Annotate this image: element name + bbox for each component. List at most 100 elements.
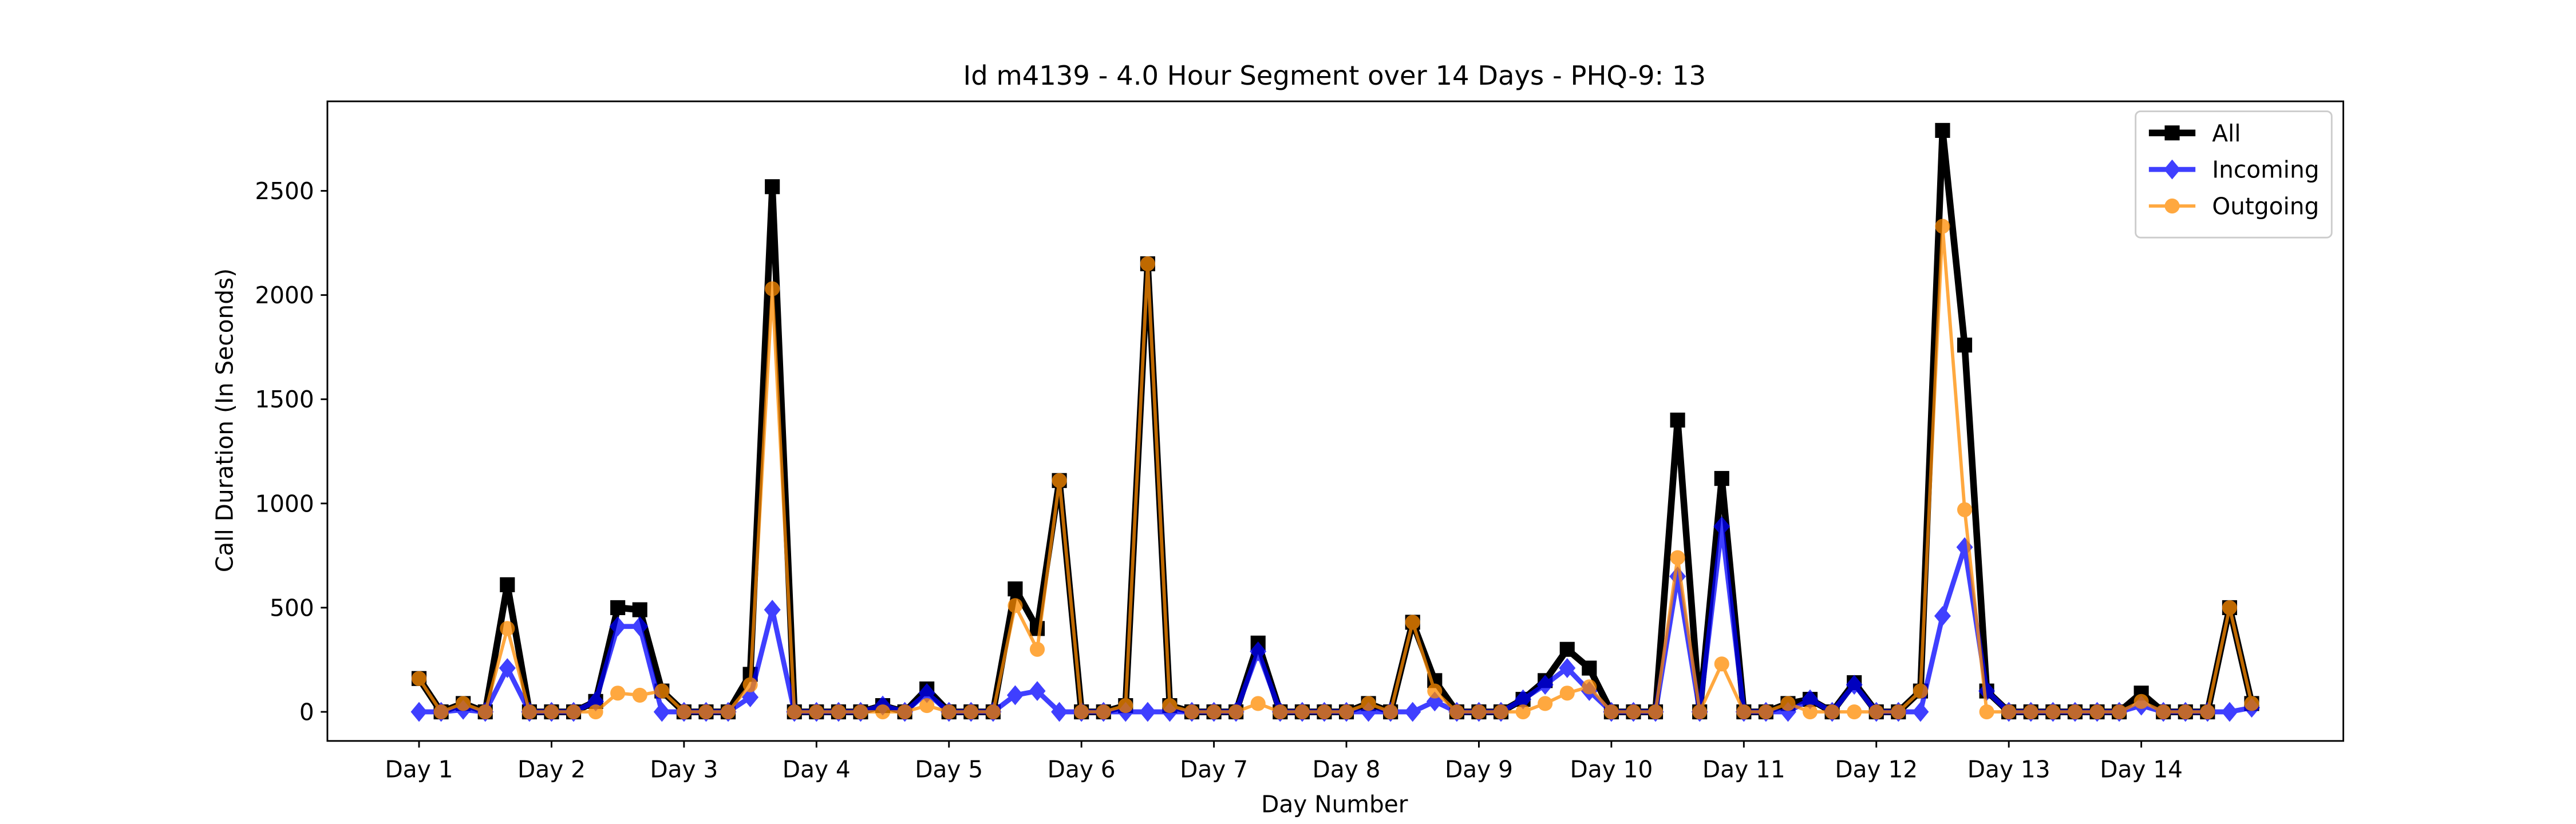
marker: [1538, 696, 1553, 711]
x-tick-label: Day 6: [1048, 756, 1116, 783]
marker: [941, 704, 957, 720]
marker: [1846, 675, 1863, 695]
marker: [1603, 704, 1619, 720]
y-tick-label: 0: [299, 699, 314, 726]
marker: [1582, 679, 1597, 695]
marker: [2134, 694, 2149, 709]
marker: [1206, 704, 1222, 720]
marker: [2244, 696, 2259, 711]
marker: [1294, 704, 1310, 720]
marker: [1008, 598, 1023, 613]
marker: [654, 683, 670, 699]
marker: [610, 600, 626, 615]
x-tick-label: Day 14: [2100, 756, 2183, 783]
marker: [918, 683, 935, 703]
marker: [1912, 702, 1929, 722]
marker: [411, 671, 427, 686]
marker: [1118, 698, 1133, 714]
marker: [2222, 600, 2237, 615]
marker: [632, 687, 647, 703]
marker: [1338, 704, 1354, 720]
marker: [2045, 704, 2061, 720]
marker: [765, 179, 780, 195]
marker: [1273, 704, 1288, 720]
marker: [1140, 256, 1155, 272]
x-tick-label: Day 1: [385, 756, 453, 783]
marker: [1714, 656, 1729, 672]
marker: [2023, 704, 2038, 720]
marker: [500, 621, 515, 636]
marker: [1559, 686, 1575, 701]
marker: [2156, 704, 2171, 720]
y-tick-label: 2500: [255, 177, 314, 205]
marker: [1029, 621, 1045, 636]
marker: [632, 602, 647, 617]
marker: [499, 658, 516, 678]
marker: [764, 600, 781, 620]
x-tick-label: Day 5: [915, 756, 983, 783]
x-tick-label: Day 7: [1180, 756, 1248, 783]
x-tick-label: Day 12: [1835, 756, 1918, 783]
marker: [875, 704, 891, 720]
marker: [2164, 198, 2180, 214]
marker: [963, 704, 979, 720]
legend-label: All: [2212, 120, 2241, 147]
marker: [1934, 606, 1951, 626]
marker: [1250, 641, 1267, 661]
x-tick-label: Day 3: [650, 756, 718, 783]
x-tick-label: Day 8: [1313, 756, 1381, 783]
marker: [588, 704, 603, 720]
marker: [853, 704, 868, 720]
marker: [653, 702, 670, 722]
marker: [1957, 337, 1973, 353]
marker: [410, 702, 428, 722]
marker: [2200, 704, 2215, 720]
marker: [985, 704, 1001, 720]
marker: [1317, 704, 1332, 720]
y-tick-label: 2000: [255, 282, 314, 309]
marker: [1847, 704, 1862, 720]
x-tick-label: Day 4: [783, 756, 851, 783]
marker: [1383, 704, 1398, 720]
y-tick-label: 1000: [255, 490, 314, 517]
marker: [1250, 696, 1266, 711]
marker: [609, 616, 626, 637]
marker: [1935, 219, 1950, 234]
x-tick-label: Day 9: [1445, 756, 1513, 783]
marker: [809, 704, 824, 720]
marker: [1670, 413, 1685, 428]
marker: [1714, 471, 1729, 486]
y-tick-label: 500: [270, 594, 314, 621]
marker: [2111, 704, 2127, 720]
marker: [1626, 704, 1641, 720]
marker: [2221, 702, 2238, 722]
legend-entry: [2148, 159, 2196, 180]
marker: [1008, 581, 1023, 597]
x-tick-label: Day 13: [1967, 756, 2050, 783]
marker: [1736, 704, 1752, 720]
marker: [2089, 704, 2105, 720]
plot-frame: [326, 100, 2344, 742]
marker: [1891, 704, 1906, 720]
marker: [456, 696, 471, 711]
x-tick-label: Day 10: [1570, 756, 1653, 783]
marker: [610, 686, 626, 701]
chart-title: Id m4139 - 4.0 Hour Segment over 14 Days…: [963, 60, 1706, 91]
marker: [433, 704, 449, 720]
marker: [831, 704, 846, 720]
marker: [2164, 125, 2180, 141]
marker: [1052, 473, 1067, 488]
marker: [720, 704, 736, 720]
marker: [1515, 689, 1532, 710]
legend-label: Incoming: [2212, 156, 2319, 184]
marker: [1957, 502, 1973, 517]
marker: [2001, 704, 2017, 720]
marker: [1824, 704, 1840, 720]
marker: [1515, 704, 1531, 720]
marker: [1405, 615, 1420, 630]
marker: [1780, 696, 1796, 711]
marker: [1449, 704, 1464, 720]
marker: [500, 577, 515, 592]
marker: [1493, 704, 1509, 720]
